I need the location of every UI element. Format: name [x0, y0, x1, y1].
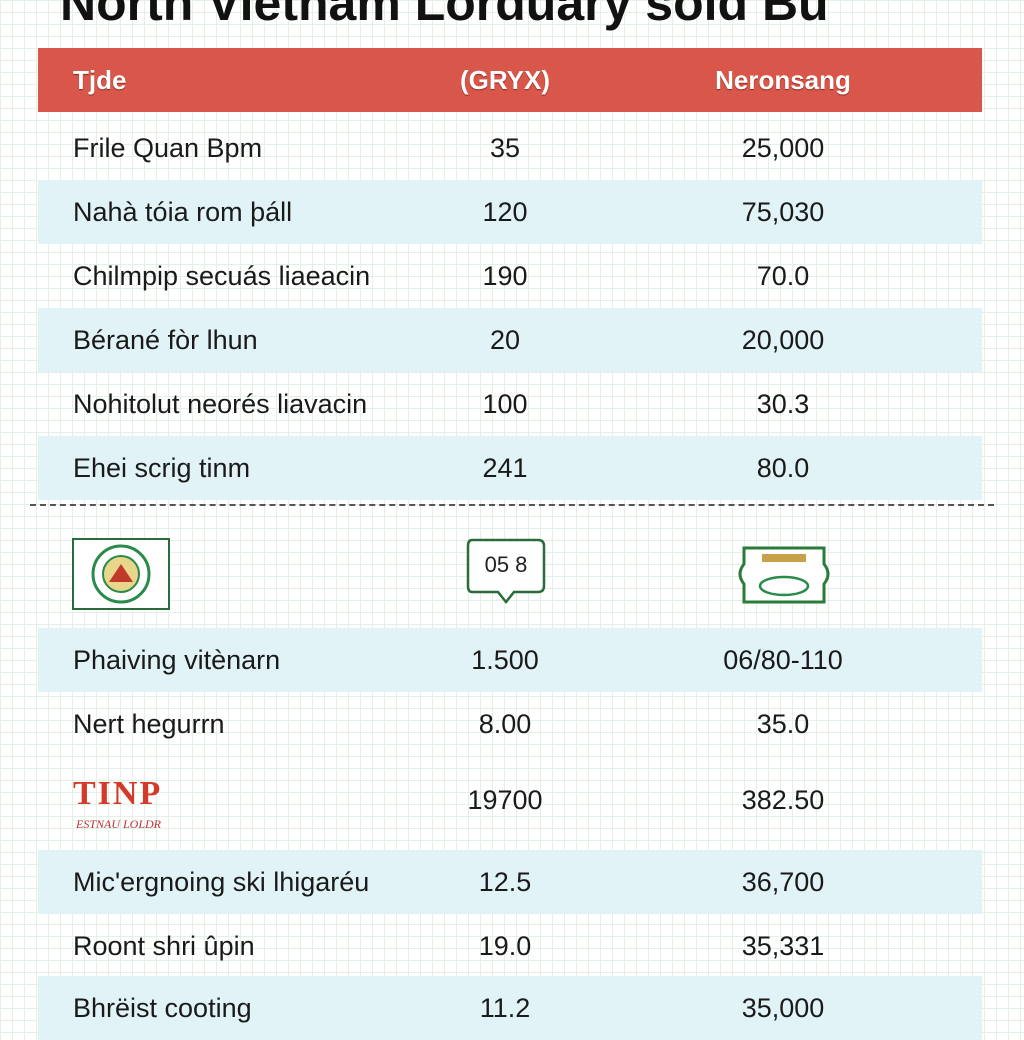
table-row: Nahà tóia rom þáll 120 75,030 — [38, 180, 982, 244]
row-name: Bérané fòr lhun — [73, 325, 258, 355]
column-header: Tjde — [73, 65, 127, 95]
gryx-value: 20 — [489, 325, 521, 355]
divider — [30, 504, 994, 506]
gryx-value: 8.00 — [478, 709, 532, 739]
neronsang-value: 36,700 — [741, 867, 825, 897]
title: North Vietnam Lorduary sold Bu — [60, 0, 829, 31]
row-name: Roont shri ûpin — [73, 931, 255, 961]
column-header: Neronsang — [715, 65, 851, 95]
row-name: Phaiving vitènarn — [73, 645, 281, 675]
table-header: Tjde (GRYX) Neronsang — [38, 48, 982, 112]
gryx-value: 1.500 — [471, 645, 539, 675]
logo-subtext: ESTNAU LOLDR — [76, 817, 162, 831]
gryx-value: 35 — [489, 133, 521, 163]
badge-label: 05 8 — [485, 552, 528, 577]
row-name: Frile Quan Bpm — [73, 133, 263, 163]
row-name: Mic'ergnoing ski lhigaréu — [73, 867, 370, 897]
row-name: Nahà tóia rom þáll — [73, 197, 293, 227]
gryx-value: 19.0 — [478, 931, 532, 961]
table-row: Nert hegurrn 8.00 35.0 — [38, 692, 982, 756]
table-row: Nohitolut neorés liavacin 100 30.3 — [38, 372, 982, 436]
neronsang-value: 35.0 — [756, 709, 810, 739]
neronsang-value: 35,000 — [741, 993, 825, 1023]
neronsang-value: 382.50 — [741, 785, 825, 815]
neronsang-value: 70.0 — [756, 261, 810, 291]
gryx-value: 190 — [482, 261, 528, 291]
column-header: (GRYX) — [459, 65, 551, 95]
row-name: Bhrëist cooting — [73, 993, 252, 1023]
gryx-value: 100 — [482, 389, 528, 419]
table-row: TINP ESTNAU LOLDR 19700 382.50 — [38, 768, 982, 832]
neronsang-value: 35,331 — [741, 931, 825, 961]
gryx-value: 11.2 — [479, 993, 531, 1023]
neronsang-value: 20,000 — [741, 325, 825, 355]
neronsang-value: 80.0 — [756, 453, 810, 483]
neronsang-value: 25,000 — [741, 133, 825, 163]
table-row: Chilmpip secuás liaeacin 190 70.0 — [38, 244, 982, 308]
logo-text: TINP — [73, 775, 163, 812]
gryx-value: 241 — [482, 453, 528, 483]
table-row: Bérané fòr lhun 20 20,000 — [38, 308, 982, 372]
emblem-icon — [72, 538, 170, 610]
table-row: Ehei scrig tinm 241 80.0 — [38, 436, 982, 500]
row-name: Nohitolut neorés liavacin — [73, 389, 368, 419]
badge-icon: 05 8 — [466, 538, 546, 605]
row-name: Chilmpip secuás liaeacin — [73, 261, 371, 291]
row-name: Nert hegurrn — [73, 709, 225, 739]
table-row: Bhrëist cooting 11.2 35,000 — [38, 976, 982, 1040]
table-row: Roont shri ûpin 19.0 35,331 — [38, 914, 982, 978]
table-row: Phaiving vitènarn 1.500 06/80-110 — [38, 628, 982, 692]
neronsang-value: 06/80-110 — [723, 645, 843, 675]
neronsang-value: 30.3 — [756, 389, 810, 419]
neronsang-value: 75,030 — [741, 197, 825, 227]
gryx-value: 12.5 — [478, 867, 532, 897]
seal-icon — [738, 546, 830, 604]
table-row: Mic'ergnoing ski lhigaréu 12.5 36,700 — [38, 850, 982, 914]
gryx-value: 19700 — [467, 785, 543, 815]
row-name: Ehei scrig tinm — [73, 453, 251, 483]
gryx-value: 120 — [482, 197, 528, 227]
table-row: Frile Quan Bpm 35 25,000 — [38, 116, 982, 180]
